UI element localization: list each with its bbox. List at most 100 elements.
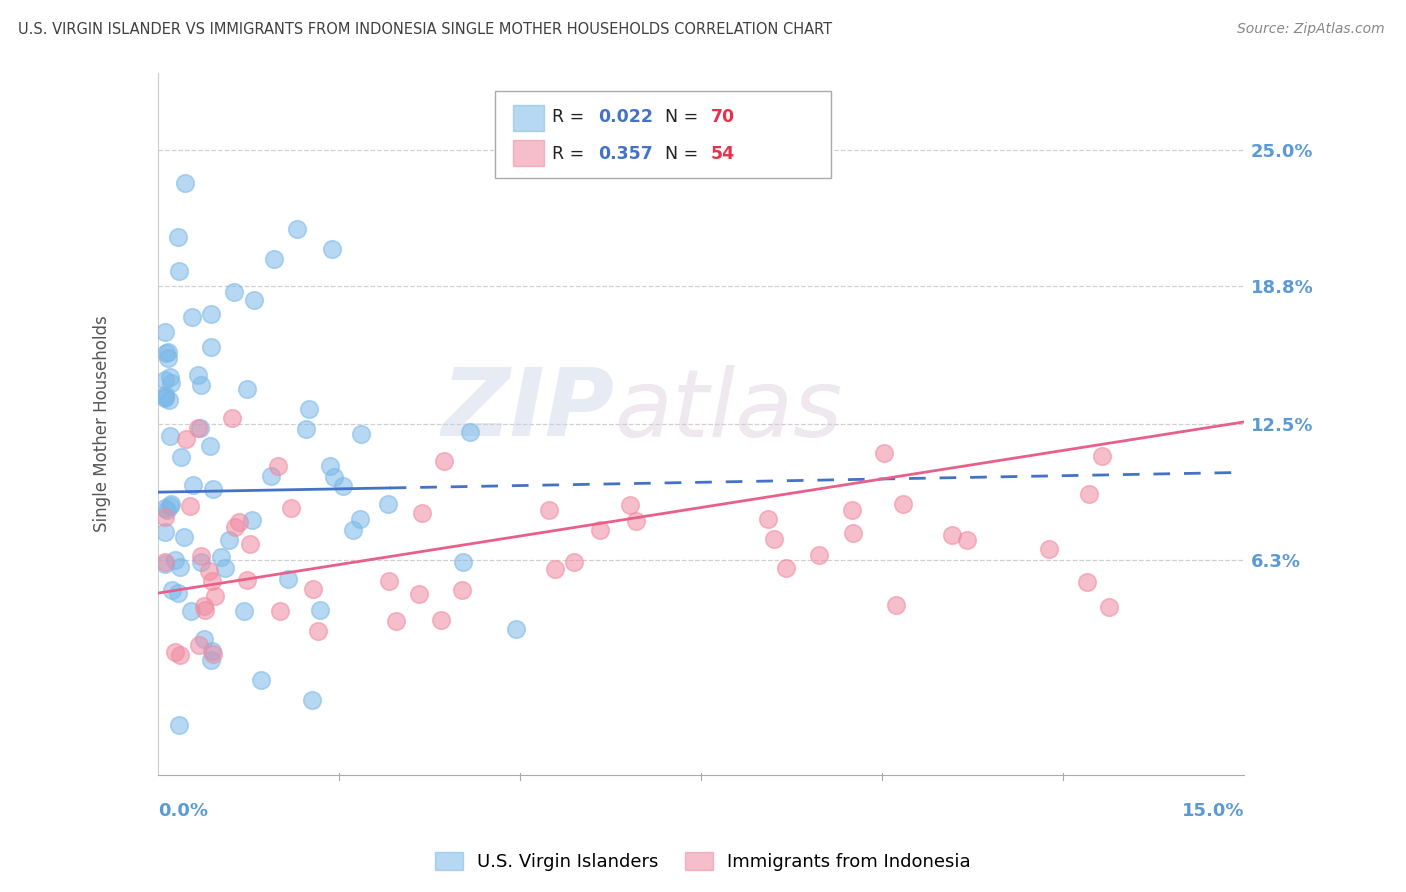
Point <box>155 345 177 359</box>
Point <box>619 499 641 513</box>
Point <box>167 230 190 244</box>
Point <box>1098 599 1121 614</box>
Text: R =: R = <box>553 108 591 127</box>
Point <box>201 482 224 496</box>
Point <box>174 176 197 190</box>
Point <box>408 586 430 600</box>
Point <box>218 533 240 548</box>
Point <box>460 425 482 439</box>
Point <box>263 252 285 267</box>
Text: 0.022: 0.022 <box>598 108 652 127</box>
Point <box>624 514 647 528</box>
Point <box>156 351 179 366</box>
Point <box>763 533 786 547</box>
Point <box>433 454 456 468</box>
Point <box>170 450 193 464</box>
Point <box>155 373 177 387</box>
Point <box>188 420 211 434</box>
Point <box>756 512 779 526</box>
Point <box>156 503 179 517</box>
Point <box>319 458 342 473</box>
Point <box>194 603 217 617</box>
Point <box>169 648 191 662</box>
Point <box>180 604 202 618</box>
Point <box>873 445 896 459</box>
Point <box>179 499 201 513</box>
Point <box>267 459 290 474</box>
Point <box>429 613 451 627</box>
Point <box>201 574 224 588</box>
Text: Single Mother Households: Single Mother Households <box>93 316 111 533</box>
Point <box>201 647 224 661</box>
Point <box>956 533 979 548</box>
Point <box>941 528 963 542</box>
Point <box>841 503 863 517</box>
Point <box>808 548 831 562</box>
Point <box>159 429 181 443</box>
Point <box>224 520 246 534</box>
Point <box>193 632 215 647</box>
Point <box>308 624 330 638</box>
Text: 15.0%: 15.0% <box>1181 802 1244 820</box>
Point <box>180 310 202 324</box>
Text: 70: 70 <box>711 108 735 127</box>
Point <box>201 644 224 658</box>
Point <box>181 478 204 492</box>
Point <box>1076 574 1098 589</box>
Point <box>155 500 177 515</box>
Text: 0.357: 0.357 <box>598 145 652 162</box>
Point <box>269 604 291 618</box>
Text: ZIP: ZIP <box>441 364 614 456</box>
Text: R =: R = <box>553 145 591 162</box>
Point <box>260 469 283 483</box>
Point <box>309 603 332 617</box>
Point <box>214 560 236 574</box>
Point <box>190 378 212 392</box>
Point <box>200 340 222 354</box>
Point <box>155 388 177 402</box>
Point <box>562 555 585 569</box>
Point <box>159 499 181 513</box>
FancyBboxPatch shape <box>513 140 544 167</box>
Point <box>233 605 256 619</box>
Point <box>277 572 299 586</box>
Point <box>165 552 187 566</box>
Point <box>451 583 474 598</box>
Point <box>385 614 408 628</box>
Point <box>155 391 177 405</box>
FancyBboxPatch shape <box>513 104 544 131</box>
Text: N =: N = <box>665 108 704 127</box>
Point <box>451 555 474 569</box>
Point <box>1038 542 1060 557</box>
Point <box>544 562 567 576</box>
Point <box>891 496 914 510</box>
Point <box>301 692 323 706</box>
Point <box>200 307 222 321</box>
Text: N =: N = <box>665 145 704 162</box>
Point <box>1091 449 1114 463</box>
Point <box>159 369 181 384</box>
Point <box>322 469 344 483</box>
Point <box>167 586 190 600</box>
Point <box>209 549 232 564</box>
Text: Source: ZipAtlas.com: Source: ZipAtlas.com <box>1237 22 1385 37</box>
Text: U.S. VIRGIN ISLANDER VS IMMIGRANTS FROM INDONESIA SINGLE MOTHER HOUSEHOLDS CORRE: U.S. VIRGIN ISLANDER VS IMMIGRANTS FROM … <box>18 22 832 37</box>
Text: 0.0%: 0.0% <box>157 802 208 820</box>
Point <box>155 524 177 539</box>
Point <box>224 285 246 300</box>
Point <box>240 513 263 527</box>
Point <box>377 574 399 588</box>
Point <box>156 344 179 359</box>
Point <box>377 497 399 511</box>
Point <box>537 502 560 516</box>
Point <box>228 515 250 529</box>
Point <box>302 582 325 596</box>
Point <box>155 390 177 404</box>
Point <box>167 264 190 278</box>
Point <box>239 536 262 550</box>
Point <box>159 376 181 390</box>
Point <box>884 598 907 612</box>
Point <box>160 583 183 598</box>
Point <box>236 382 259 396</box>
Point <box>187 368 209 383</box>
